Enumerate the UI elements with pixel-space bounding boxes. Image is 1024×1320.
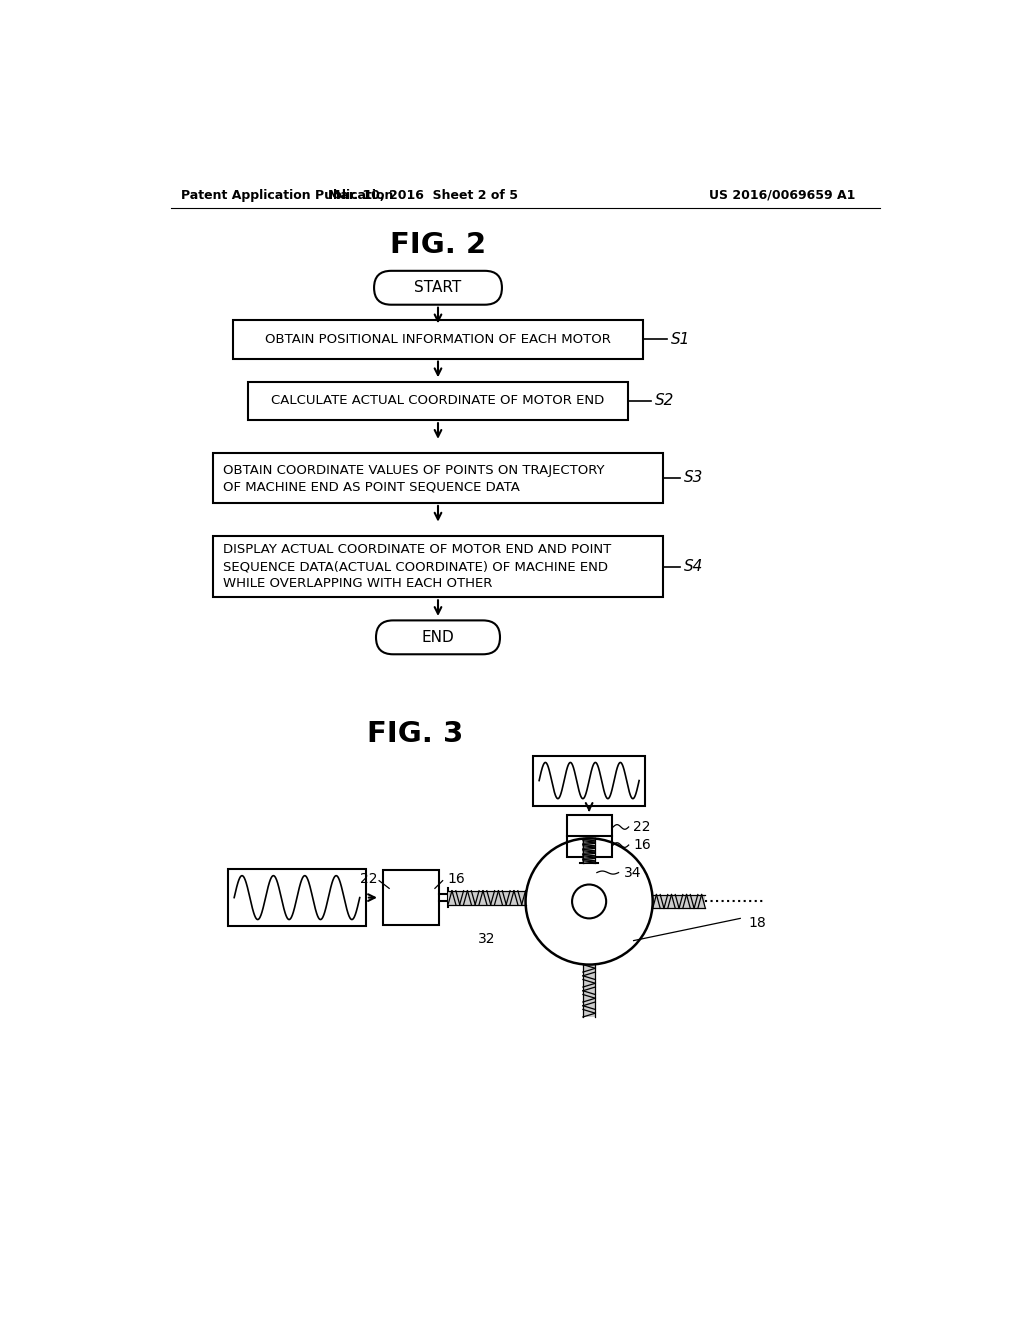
Polygon shape	[583, 843, 595, 846]
Polygon shape	[464, 891, 471, 904]
Text: 16: 16	[446, 873, 465, 886]
Polygon shape	[583, 1002, 595, 1010]
Text: 22: 22	[633, 820, 651, 834]
Polygon shape	[495, 891, 503, 904]
Polygon shape	[683, 895, 690, 908]
Text: 22: 22	[360, 873, 378, 886]
Polygon shape	[471, 891, 479, 904]
Polygon shape	[583, 994, 595, 1002]
Text: S2: S2	[655, 393, 675, 408]
Polygon shape	[518, 891, 525, 904]
Polygon shape	[690, 895, 697, 908]
Text: S1: S1	[671, 331, 690, 347]
Polygon shape	[583, 851, 595, 853]
Polygon shape	[583, 855, 595, 858]
Text: 32: 32	[478, 932, 496, 946]
Polygon shape	[583, 987, 595, 994]
Text: SEQUENCE DATA(ACTUAL COORDINATE) OF MACHINE END: SEQUENCE DATA(ACTUAL COORDINATE) OF MACH…	[222, 560, 607, 573]
FancyBboxPatch shape	[376, 620, 500, 655]
Text: S3: S3	[684, 470, 703, 486]
Text: 16: 16	[633, 838, 651, 851]
Polygon shape	[449, 891, 456, 904]
Bar	[213, 453, 663, 503]
Bar	[228, 869, 366, 927]
Polygon shape	[675, 895, 683, 908]
Polygon shape	[583, 838, 595, 841]
Polygon shape	[697, 895, 706, 908]
Bar	[232, 321, 643, 359]
Text: DISPLAY ACTUAL COORDINATE OF MOTOR END AND POINT: DISPLAY ACTUAL COORDINATE OF MOTOR END A…	[222, 543, 610, 556]
Polygon shape	[486, 891, 495, 904]
Polygon shape	[668, 895, 675, 908]
Polygon shape	[583, 858, 595, 861]
Text: S4: S4	[684, 558, 703, 574]
Polygon shape	[456, 891, 464, 904]
FancyBboxPatch shape	[374, 271, 502, 305]
Text: 34: 34	[624, 866, 641, 879]
Polygon shape	[583, 979, 595, 987]
Text: OF MACHINE END AS POINT SEQUENCE DATA: OF MACHINE END AS POINT SEQUENCE DATA	[222, 480, 519, 494]
Text: 18: 18	[748, 916, 766, 931]
Text: CALCULATE ACTUAL COORDINATE OF MOTOR END: CALCULATE ACTUAL COORDINATE OF MOTOR END	[271, 395, 604, 408]
Polygon shape	[660, 895, 668, 908]
Polygon shape	[583, 841, 595, 843]
Polygon shape	[583, 861, 595, 863]
Polygon shape	[652, 895, 660, 908]
Text: OBTAIN COORDINATE VALUES OF POINTS ON TRAJECTORY: OBTAIN COORDINATE VALUES OF POINTS ON TR…	[222, 463, 604, 477]
Text: Mar. 10, 2016  Sheet 2 of 5: Mar. 10, 2016 Sheet 2 of 5	[328, 189, 517, 202]
Polygon shape	[583, 965, 595, 972]
Text: US 2016/0069659 A1: US 2016/0069659 A1	[710, 189, 856, 202]
Bar	[383, 870, 438, 925]
Polygon shape	[583, 972, 595, 979]
Polygon shape	[583, 853, 595, 855]
Polygon shape	[503, 891, 510, 904]
Text: START: START	[415, 280, 462, 296]
Polygon shape	[479, 891, 486, 904]
Bar	[213, 536, 663, 598]
Text: OBTAIN POSITIONAL INFORMATION OF EACH MOTOR: OBTAIN POSITIONAL INFORMATION OF EACH MO…	[265, 333, 611, 346]
Polygon shape	[583, 846, 595, 849]
Text: END: END	[422, 630, 455, 645]
Polygon shape	[583, 849, 595, 851]
Bar	[532, 755, 645, 805]
Bar	[566, 814, 611, 857]
Polygon shape	[510, 891, 518, 904]
Text: WHILE OVERLAPPING WITH EACH OTHER: WHILE OVERLAPPING WITH EACH OTHER	[222, 577, 492, 590]
Text: FIG. 3: FIG. 3	[367, 721, 463, 748]
Polygon shape	[583, 1010, 595, 1016]
Text: FIG. 2: FIG. 2	[390, 231, 486, 259]
Bar	[248, 381, 628, 420]
Text: Patent Application Publication: Patent Application Publication	[180, 189, 393, 202]
